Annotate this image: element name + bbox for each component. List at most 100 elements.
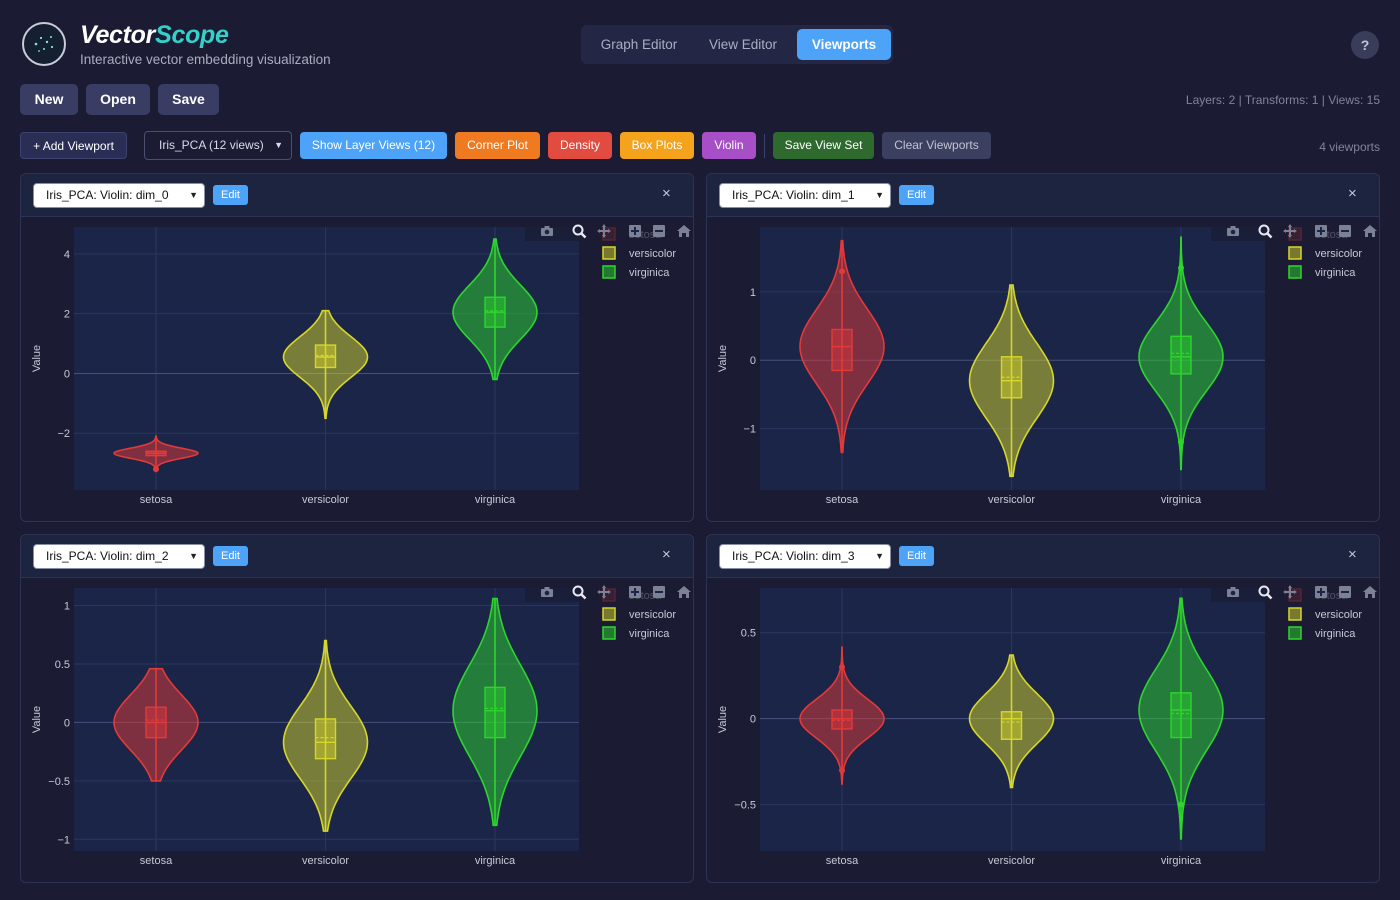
help-button[interactable]: ? [1351,31,1379,59]
viewport-edit-button[interactable]: Edit [213,546,248,566]
y-tick-label: 0 [64,368,70,380]
violin-versicolor[interactable] [282,309,369,420]
viewport-view-select[interactable]: Iris_PCA: Violin: dim_0 ▼ [33,183,205,208]
y-tick-label: 2 [64,309,70,321]
constellation-icon [34,36,54,52]
viewport-edit-button[interactable]: Edit [899,185,934,205]
app-tagline: Interactive vector embedding visualizati… [80,52,331,67]
home-icon[interactable] [676,584,692,600]
y-tick-label: −1 [743,424,756,436]
home-icon[interactable] [676,223,692,239]
violin-virginica[interactable] [1138,236,1224,471]
zoom-in-icon[interactable] [1313,584,1329,600]
close-icon[interactable]: × [1348,546,1357,563]
y-tick-label: 0 [750,714,756,726]
legend-swatch[interactable] [602,607,616,621]
zoom-icon[interactable] [1257,584,1273,600]
box-plots-button[interactable]: Box Plots [620,132,694,159]
violin-versicolor[interactable] [968,284,1055,478]
legend-label[interactable]: versicolor [1315,609,1362,621]
legend-label[interactable]: versicolor [629,248,676,260]
y-axis-title: Value [31,345,43,372]
legend-label[interactable]: virginica [1315,267,1356,279]
violin-chart[interactable]: 420−2Valuesetosaversicolorvirginicasetos… [21,218,693,521]
view-set-select[interactable]: Iris_PCA (12 views) ▼ [144,131,292,160]
viewport-edit-button[interactable]: Edit [899,546,934,566]
legend-swatch[interactable] [1288,607,1302,621]
violin-setosa[interactable] [799,239,885,454]
violin-outlier [153,466,159,473]
pan-icon[interactable] [596,584,612,600]
violin-chart[interactable]: 10−1Valuesetosaversicolorvirginicasetosa… [707,218,1379,521]
legend-swatch[interactable] [1288,246,1302,260]
zoom-in-icon[interactable] [627,223,643,239]
legend-swatch[interactable] [602,626,616,640]
viewport-view-select[interactable]: Iris_PCA: Violin: dim_2 ▼ [33,544,205,569]
legend-label[interactable]: virginica [1315,628,1356,640]
zoom-in-icon[interactable] [1313,223,1329,239]
close-icon[interactable]: × [1348,185,1357,202]
close-icon[interactable]: × [662,185,671,202]
legend-label[interactable]: virginica [629,267,670,279]
tab-view-editor[interactable]: View Editor [708,37,778,52]
tab-graph-editor[interactable]: Graph Editor [600,37,678,52]
new-button[interactable]: New [20,84,78,115]
camera-icon[interactable] [1225,223,1241,239]
zoom-out-icon[interactable] [1337,584,1353,600]
violin-virginica[interactable] [452,597,538,827]
violin-virginica[interactable] [452,238,538,381]
camera-icon[interactable] [1225,584,1241,600]
app-logo [22,22,66,66]
legend-swatch[interactable] [1288,626,1302,640]
legend-swatch[interactable] [602,265,616,279]
legend-label[interactable]: versicolor [1315,248,1362,260]
pan-icon[interactable] [596,223,612,239]
save-button[interactable]: Save [158,84,219,115]
toolbar-divider [764,134,765,158]
viewport-header: Iris_PCA: Violin: dim_2 ▼ Edit × [21,535,693,578]
save-view-set-button[interactable]: Save View Set [773,132,874,159]
zoom-icon[interactable] [1257,223,1273,239]
viewport-edit-button[interactable]: Edit [213,185,248,205]
violin-setosa[interactable] [113,667,199,782]
violin-outlier [839,664,845,671]
viewport-view-select[interactable]: Iris_PCA: Violin: dim_1 ▼ [719,183,891,208]
close-icon[interactable]: × [662,546,671,563]
x-tick-label: versicolor [988,855,1035,867]
clear-viewports-button[interactable]: Clear Viewports [882,132,991,159]
violin-box [314,718,337,760]
pan-icon[interactable] [1282,223,1298,239]
violin-chart[interactable]: 1 0.5 0 −0.5 −1 Value setosa versicolor virginic… [21,579,693,882]
density-button[interactable]: Density [548,132,612,159]
pan-icon[interactable] [1282,584,1298,600]
tab-viewports[interactable]: Viewports [797,29,891,60]
camera-icon[interactable] [539,223,555,239]
violin-setosa[interactable] [799,646,885,785]
violin-box [314,344,337,369]
zoom-in-icon[interactable] [627,584,643,600]
corner-plot-button[interactable]: Corner Plot [455,132,540,159]
legend-swatch[interactable] [602,246,616,260]
show-layer-views-button[interactable]: Show Layer Views (12) [300,132,447,159]
zoom-out-icon[interactable] [1337,223,1353,239]
legend-swatch[interactable] [1288,265,1302,279]
violin-chart[interactable]: 0.50−0.5Valuesetosaversicolorvirginicase… [707,579,1379,882]
zoom-out-icon[interactable] [651,223,667,239]
viewport-view-select[interactable]: Iris_PCA: Violin: dim_3 ▼ [719,544,891,569]
plot-modebar [525,582,691,602]
legend-label[interactable]: versicolor [629,609,676,621]
violin-setosa[interactable] [113,435,199,473]
camera-icon[interactable] [539,584,555,600]
violin-virginica[interactable] [1138,597,1224,840]
home-icon[interactable] [1362,223,1378,239]
violin-button[interactable]: Violin [702,132,756,159]
violin-versicolor[interactable] [968,654,1055,789]
zoom-icon[interactable] [571,223,587,239]
zoom-icon[interactable] [571,584,587,600]
add-viewport-button[interactable]: + Add Viewport [20,132,127,159]
zoom-out-icon[interactable] [651,584,667,600]
violin-versicolor[interactable] [282,639,369,832]
legend-label[interactable]: virginica [629,628,670,640]
open-button[interactable]: Open [86,84,150,115]
home-icon[interactable] [1362,584,1378,600]
